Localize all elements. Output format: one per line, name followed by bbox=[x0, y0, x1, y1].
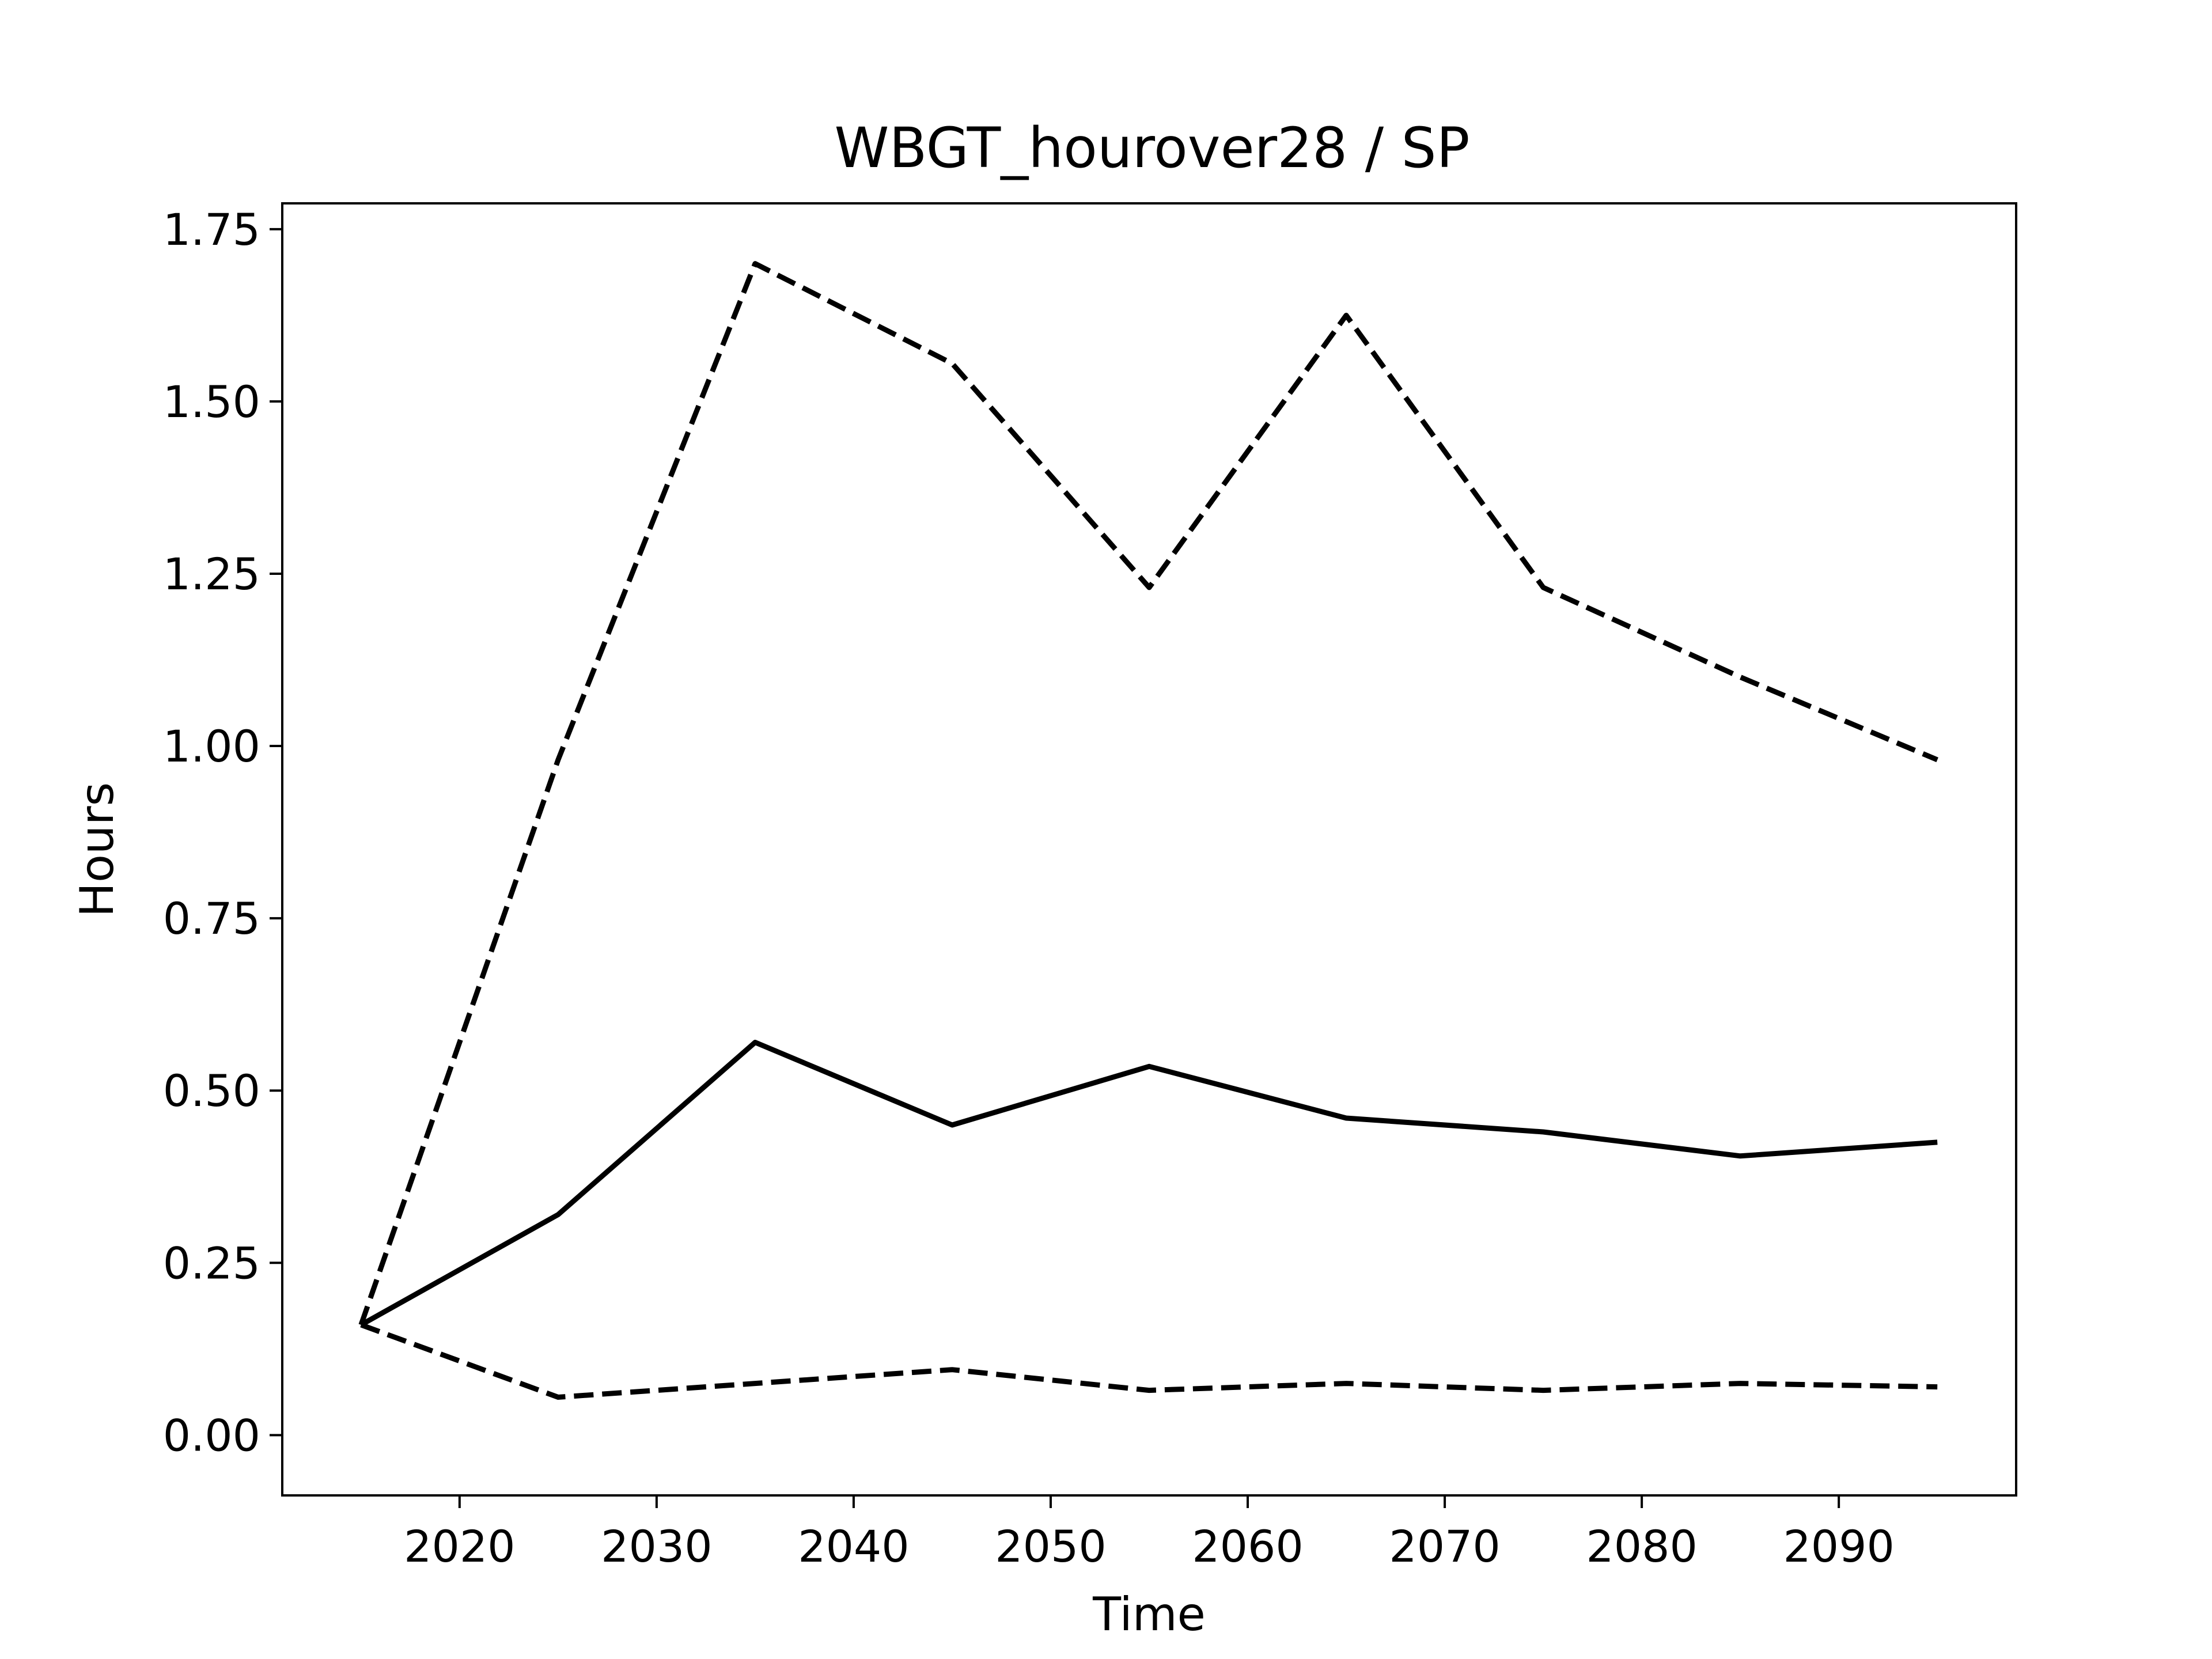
y-tick-label: 1.75 bbox=[163, 204, 260, 255]
y-tick-label: 1.50 bbox=[163, 376, 260, 427]
y-tick-label: 0.50 bbox=[163, 1065, 260, 1116]
series-line-3 bbox=[360, 1322, 1938, 1400]
y-tick-label: 1.25 bbox=[163, 548, 260, 600]
x-axis: 2020 2030 2040 2050 2060 2070 2080 2090 bbox=[404, 1495, 1895, 1572]
x-tick-label: 2080 bbox=[1586, 1521, 1697, 1572]
x-tick-label: 2070 bbox=[1389, 1521, 1500, 1572]
x-tick-label: 2060 bbox=[1192, 1521, 1303, 1572]
x-tick-label: 2090 bbox=[1783, 1521, 1894, 1572]
series-line-2 bbox=[358, 261, 1938, 1326]
y-tick-label: 0.00 bbox=[163, 1410, 260, 1461]
x-tick-label: 2020 bbox=[404, 1521, 515, 1572]
x-axis-label: Time bbox=[1092, 1588, 1206, 1641]
x-tick-label: 2040 bbox=[798, 1521, 909, 1572]
y-tick-label: 0.25 bbox=[163, 1237, 260, 1289]
x-tick-label: 2030 bbox=[601, 1521, 712, 1572]
plot-frame bbox=[281, 202, 2017, 1497]
y-axis-label: Hours bbox=[70, 782, 124, 917]
x-tick-label: 2050 bbox=[995, 1521, 1106, 1572]
y-tick-label: 0.75 bbox=[163, 893, 260, 944]
chart-title: WBGT_hourover28 / SP bbox=[835, 116, 1470, 180]
y-axis: 0.00 0.25 0.50 0.75 1.00 1.25 1.50 1.75 bbox=[163, 204, 282, 1461]
y-tick-label: 1.00 bbox=[163, 721, 260, 772]
series-lines bbox=[358, 261, 1938, 1400]
series-line-1 bbox=[359, 1040, 1938, 1327]
